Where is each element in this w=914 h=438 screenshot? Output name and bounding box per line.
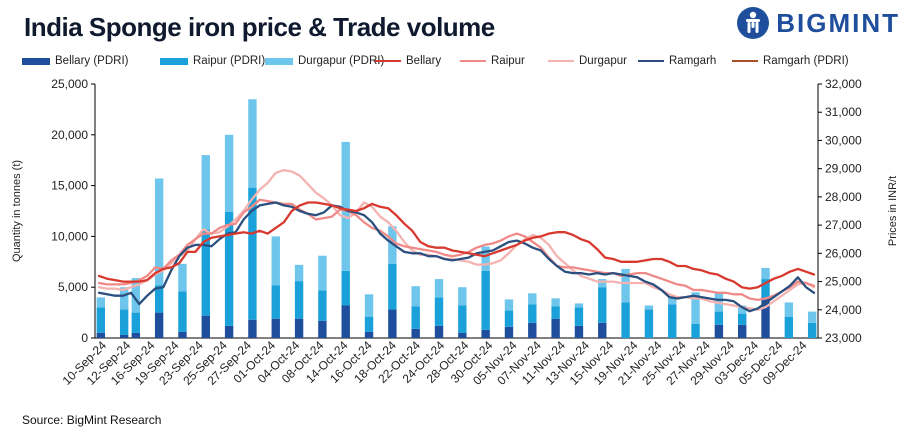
bar-bellary-pdri bbox=[435, 326, 443, 338]
y-axis-title: Quantity in tonnes (t) bbox=[11, 160, 23, 262]
bar-bellary-pdri bbox=[411, 329, 419, 338]
bar-raipur-pdri bbox=[481, 271, 489, 330]
y2-tick-label: 26,000 bbox=[825, 246, 862, 260]
bar-durgapur-pdri bbox=[645, 305, 653, 309]
bar-bellary-pdri bbox=[155, 313, 163, 338]
bar-raipur-pdri bbox=[715, 312, 723, 325]
source-note: Source: BigMint Research bbox=[22, 413, 161, 427]
bar-raipur-pdri bbox=[575, 308, 583, 326]
bar-bellary-pdri bbox=[388, 310, 396, 338]
bar-raipur-pdri bbox=[411, 307, 419, 329]
bar-bellary-pdri bbox=[97, 333, 105, 338]
bar-durgapur-pdri bbox=[97, 297, 105, 307]
y2-tick-label: 28,000 bbox=[825, 190, 862, 204]
bar-bellary-pdri bbox=[365, 332, 373, 338]
bar-durgapur-pdri bbox=[808, 312, 816, 323]
bar-bellary-pdri bbox=[295, 319, 303, 338]
bar-raipur-pdri bbox=[505, 311, 513, 327]
bar-raipur-pdri bbox=[808, 323, 816, 338]
bar-raipur-pdri bbox=[435, 297, 443, 325]
bar-raipur-pdri bbox=[295, 281, 303, 319]
bar-raipur-pdri bbox=[691, 324, 699, 338]
bar-raipur-pdri bbox=[132, 313, 140, 333]
bar-bellary-pdri bbox=[318, 321, 326, 338]
bar-raipur-pdri bbox=[785, 317, 793, 338]
bar-bellary-pdri bbox=[505, 327, 513, 338]
bar-durgapur-pdri bbox=[575, 303, 583, 307]
bar-durgapur-pdri bbox=[295, 265, 303, 281]
bar-raipur-pdri bbox=[738, 314, 746, 325]
y2-tick-label: 32,000 bbox=[825, 77, 862, 91]
y-tick-label: 10,000 bbox=[51, 229, 88, 243]
bar-durgapur-pdri bbox=[528, 293, 536, 304]
bar-durgapur-pdri bbox=[785, 302, 793, 316]
bar-durgapur-pdri bbox=[458, 287, 466, 305]
bar-bellary-pdri bbox=[738, 325, 746, 338]
y-tick-label: 5,000 bbox=[58, 280, 88, 294]
y2-tick-label: 30,000 bbox=[825, 133, 862, 147]
bar-bellary-pdri bbox=[132, 333, 140, 338]
bar-durgapur-pdri bbox=[435, 279, 443, 297]
bar-durgapur-pdri bbox=[318, 256, 326, 291]
bar-bellary-pdri bbox=[458, 333, 466, 338]
bar-raipur-pdri bbox=[621, 302, 629, 338]
bar-raipur-pdri bbox=[225, 212, 233, 326]
bar-bellary-pdri bbox=[202, 316, 210, 338]
bar-bellary-pdri bbox=[715, 325, 723, 338]
bar-raipur-pdri bbox=[97, 308, 105, 333]
chart-plot-area: 0 5,000 10,000 15,000 20,000 25,000 23,000 24,0… bbox=[0, 0, 914, 438]
bar-durgapur-pdri bbox=[342, 142, 350, 271]
bar-raipur-pdri bbox=[120, 310, 128, 335]
bar-raipur-pdri bbox=[178, 291, 186, 332]
bar-durgapur-pdri bbox=[365, 294, 373, 316]
y2-tick-label: 24,000 bbox=[825, 303, 862, 317]
bar-bellary-pdri bbox=[528, 323, 536, 338]
bar-durgapur-pdri bbox=[761, 268, 769, 279]
bar-bellary-pdri bbox=[551, 319, 559, 338]
bar-raipur-pdri bbox=[388, 264, 396, 310]
bar-raipur-pdri bbox=[458, 305, 466, 332]
bar-raipur-pdri bbox=[645, 310, 653, 338]
bar-durgapur-pdri bbox=[505, 299, 513, 310]
y-tick-label: 20,000 bbox=[51, 128, 88, 142]
bar-bellary-pdri bbox=[598, 323, 606, 338]
y2-tick-label: 29,000 bbox=[825, 162, 862, 176]
bar-raipur-pdri bbox=[528, 304, 536, 322]
y2-tick-label: 31,000 bbox=[825, 105, 862, 119]
bar-raipur-pdri bbox=[272, 285, 280, 319]
y-tick-label: 0 bbox=[81, 331, 88, 345]
bar-bellary-pdri bbox=[225, 326, 233, 338]
y2-tick-label: 23,000 bbox=[825, 331, 862, 345]
bar-bellary-pdri bbox=[272, 319, 280, 338]
bar-durgapur-pdri bbox=[178, 264, 186, 291]
bar-bellary-pdri bbox=[342, 305, 350, 338]
bar-bellary-pdri bbox=[575, 326, 583, 338]
y-tick-label: 15,000 bbox=[51, 179, 88, 193]
bar-bellary-pdri bbox=[178, 332, 186, 338]
bar-durgapur-pdri bbox=[598, 279, 606, 287]
y-tick-label: 25,000 bbox=[51, 77, 88, 91]
bar-raipur-pdri bbox=[342, 271, 350, 306]
bar-bellary-pdri bbox=[248, 320, 256, 338]
bar-raipur-pdri bbox=[365, 317, 373, 332]
bar-raipur-pdri bbox=[551, 307, 559, 319]
y2-tick-label: 27,000 bbox=[825, 218, 862, 232]
bar-bellary-pdri bbox=[481, 330, 489, 338]
bar-durgapur-pdri bbox=[551, 298, 559, 306]
bar-durgapur-pdri bbox=[202, 155, 210, 229]
bar-durgapur-pdri bbox=[225, 135, 233, 212]
bar-bellary-pdri bbox=[120, 335, 128, 338]
bar-durgapur-pdri bbox=[272, 236, 280, 285]
bar-raipur-pdri bbox=[318, 290, 326, 320]
y2-axis-title: Prices in INR/t bbox=[887, 176, 899, 246]
y2-tick-label: 25,000 bbox=[825, 275, 862, 289]
bar-durgapur-pdri bbox=[248, 99, 256, 187]
bar-durgapur-pdri bbox=[411, 286, 419, 306]
bar-raipur-pdri bbox=[598, 287, 606, 323]
bar-raipur-pdri bbox=[668, 304, 676, 338]
